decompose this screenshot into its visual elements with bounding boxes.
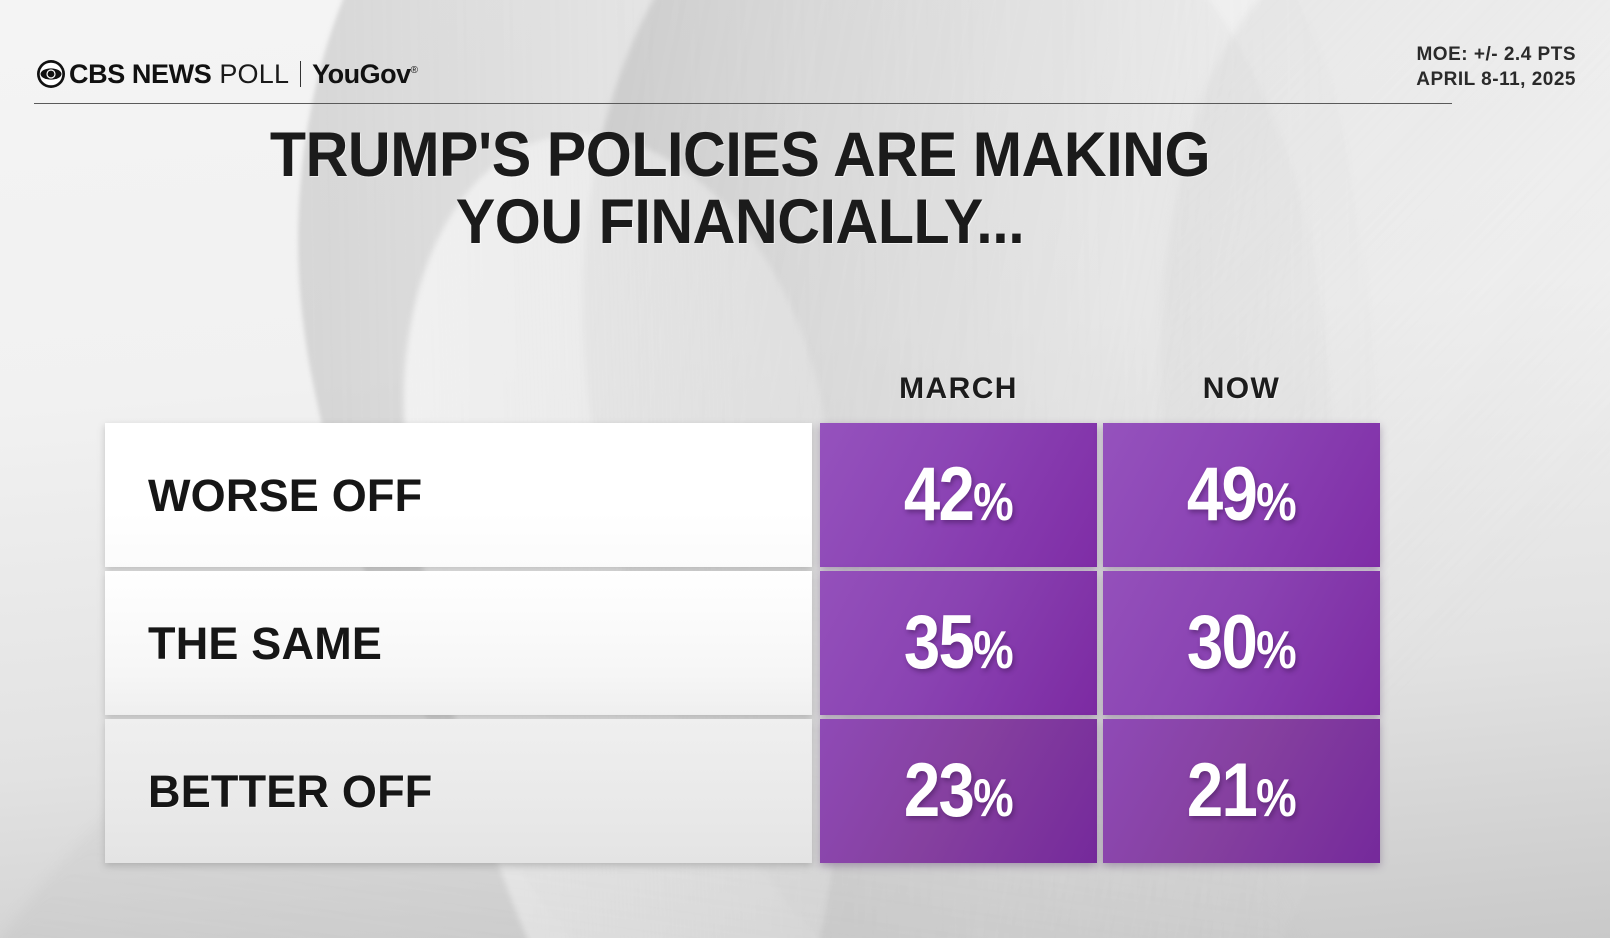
column-header-now: NOW: [1202, 372, 1281, 405]
value-march: 23%: [904, 748, 1014, 833]
value-now: 49%: [1187, 452, 1297, 537]
column-headers: MARCH NOW: [0, 372, 1610, 416]
row-label: BETTER OFF: [148, 765, 433, 817]
row-label-cell: BETTER OFF: [105, 719, 812, 863]
value-cell-now: 21%: [1103, 719, 1380, 863]
value-cell-now: 30%: [1103, 571, 1380, 715]
value-cell-now: 49%: [1103, 423, 1380, 567]
logo-divider: [300, 61, 302, 87]
header-divider: [34, 103, 1452, 104]
value-now: 21%: [1187, 748, 1297, 833]
moe-text: MOE: +/- 2.4 PTS: [1416, 44, 1576, 65]
table-row: WORSE OFF 42% 49%: [0, 423, 1610, 567]
table-row: BETTER OFF 23% 21%: [0, 719, 1610, 863]
row-label: THE SAME: [148, 617, 383, 669]
table-row: THE SAME 35% 30%: [0, 571, 1610, 715]
logo-yougov: YouGov®: [312, 58, 418, 89]
logo-yougov-text: YouGov: [312, 58, 411, 89]
value-now: 30%: [1187, 600, 1297, 685]
value-cell-march: 35%: [820, 571, 1097, 715]
row-label-cell: THE SAME: [105, 571, 812, 715]
logo-poll: POLL: [219, 58, 290, 89]
header: CBS NEWS POLL YouGov® MOE: +/- 2.4 PTS A…: [0, 0, 1610, 108]
title-line-2: YOU FINANCIALLY...: [455, 187, 1025, 258]
logo-cbs-news: CBS NEWS: [69, 58, 212, 89]
poll-date-text: APRIL 8-11, 2025: [1416, 69, 1576, 91]
registered-mark-icon: ®: [410, 64, 418, 76]
row-label-cell: WORSE OFF: [105, 423, 812, 567]
margin-of-error-block: MOE: +/- 2.4 PTS APRIL 8-11, 2025: [1416, 42, 1576, 93]
title-line-1: TRUMP'S POLICIES ARE MAKING: [269, 120, 1211, 190]
value-march: 42%: [904, 452, 1014, 537]
row-label: WORSE OFF: [148, 469, 423, 521]
column-header-march: MARCH: [899, 372, 1018, 405]
cbs-eye-icon: [37, 60, 65, 88]
page-title: TRUMP'S POLICIES ARE MAKING YOU FINANCIA…: [0, 120, 1480, 258]
value-march: 35%: [904, 600, 1014, 685]
cbs-news-poll-logo: CBS NEWS POLL YouGov®: [36, 57, 418, 91]
value-cell-march: 42%: [820, 423, 1097, 567]
value-cell-march: 23%: [820, 719, 1097, 863]
